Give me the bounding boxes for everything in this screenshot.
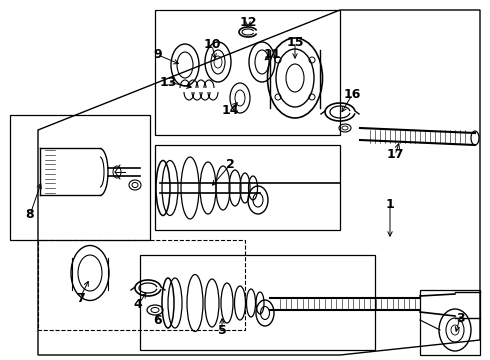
- Text: 6: 6: [154, 314, 162, 327]
- Text: 3: 3: [456, 311, 465, 324]
- Text: 11: 11: [263, 49, 281, 62]
- Text: 9: 9: [154, 49, 162, 62]
- Text: 4: 4: [134, 298, 143, 311]
- Text: 13: 13: [159, 76, 177, 89]
- Text: 5: 5: [218, 324, 226, 337]
- Text: 16: 16: [343, 89, 361, 102]
- Text: 17: 17: [386, 148, 404, 162]
- Text: 14: 14: [221, 104, 239, 117]
- Text: 15: 15: [286, 36, 304, 49]
- Text: 7: 7: [75, 292, 84, 305]
- Text: 10: 10: [203, 39, 221, 51]
- Text: 1: 1: [386, 198, 394, 211]
- Text: 8: 8: [25, 208, 34, 221]
- Text: 2: 2: [225, 158, 234, 171]
- Text: 12: 12: [239, 15, 257, 28]
